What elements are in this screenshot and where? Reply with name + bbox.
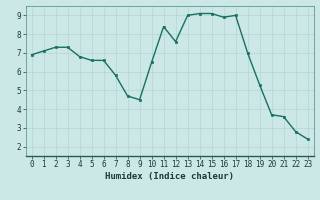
X-axis label: Humidex (Indice chaleur): Humidex (Indice chaleur) bbox=[105, 172, 234, 181]
